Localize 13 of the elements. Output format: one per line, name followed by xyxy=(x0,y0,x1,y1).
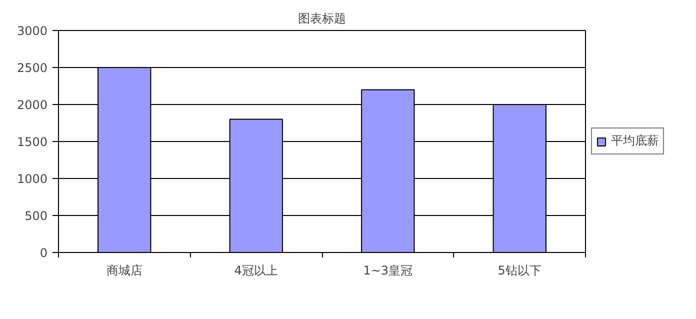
y-tick-label: 0 xyxy=(40,246,48,260)
y-tick-label: 1000 xyxy=(16,172,48,186)
legend-label: 平均底薪 xyxy=(611,132,659,150)
y-tick-label: 500 xyxy=(24,209,48,223)
y-tick-label: 2000 xyxy=(16,98,48,112)
x-tick-label: 商城店 xyxy=(106,264,142,278)
x-tick-label: 5钻以下 xyxy=(498,264,542,278)
chart-title: 图表标题 xyxy=(298,12,346,26)
y-tick-label: 3000 xyxy=(16,24,48,38)
y-tick-label: 1500 xyxy=(16,135,48,149)
x-tick-label: 4冠以上 xyxy=(234,264,278,278)
x-tick-label: 1~3皇冠 xyxy=(363,264,413,278)
y-tick-label: 2500 xyxy=(16,61,48,75)
